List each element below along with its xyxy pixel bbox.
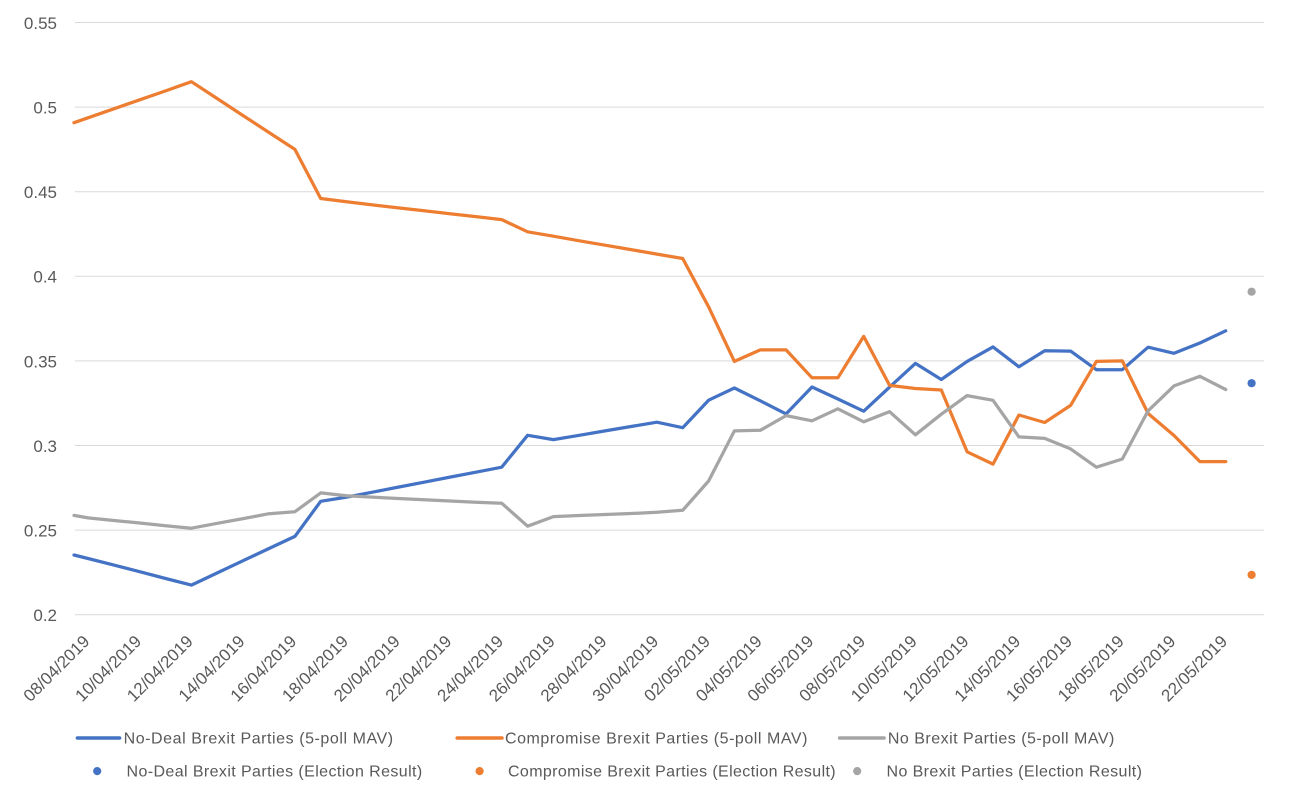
svg-text:0.55: 0.55 [24,14,57,33]
svg-text:0.35: 0.35 [24,352,57,371]
svg-text:No Brexit Parties (Election Re: No Brexit Parties (Election Result) [887,764,1143,781]
svg-text:0.45: 0.45 [24,183,57,202]
svg-text:0.2: 0.2 [33,606,57,625]
svg-text:No-Deal Brexit Parties (5-poll: No-Deal Brexit Parties (5-poll MAV) [124,731,394,748]
svg-text:0.25: 0.25 [24,522,57,541]
svg-text:No Brexit Parties (5-poll MAV): No Brexit Parties (5-poll MAV) [888,731,1115,748]
svg-text:0.4: 0.4 [33,268,57,287]
svg-text:0.5: 0.5 [33,99,57,118]
svg-text:0.3: 0.3 [33,437,57,456]
svg-text:No-Deal Brexit Parties (Electi: No-Deal Brexit Parties (Election Result) [127,764,423,781]
svg-text:Compromise Brexit Parties (Ele: Compromise Brexit Parties (Election Resu… [508,764,836,781]
svg-text:Compromise Brexit Parties (5-p: Compromise Brexit Parties (5-poll MAV) [505,731,808,748]
